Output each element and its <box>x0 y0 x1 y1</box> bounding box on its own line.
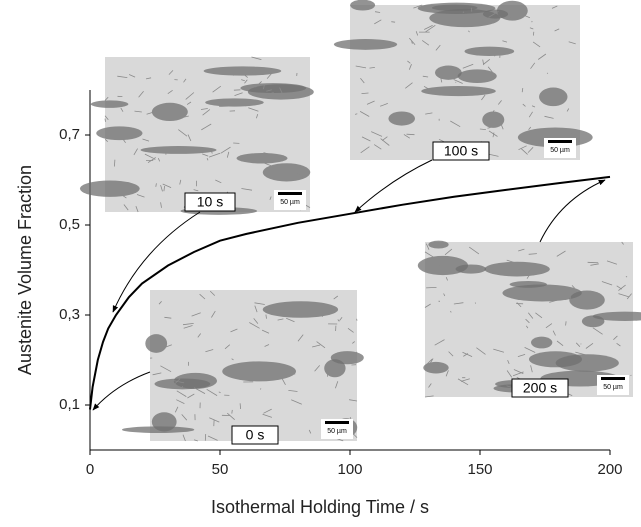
micrograph: 100 s 50 µm <box>333 0 593 161</box>
dark-phase <box>222 361 296 382</box>
dark-phase <box>421 85 496 97</box>
dark-phase <box>262 163 311 182</box>
dark-phase <box>592 311 641 321</box>
y-tick-label: 0,3 <box>59 306 80 323</box>
dark-phase <box>435 65 462 80</box>
dark-phase <box>90 100 129 108</box>
scale-bar-label: 50 µm <box>327 428 347 435</box>
arrow <box>539 179 606 243</box>
y-tick-label: 0,1 <box>59 396 80 413</box>
dark-phase <box>484 261 550 277</box>
dark-phase <box>455 264 487 274</box>
dark-phase <box>417 2 496 14</box>
grain-boundaries <box>354 4 578 157</box>
dark-phase <box>205 98 264 107</box>
dark-phase <box>145 334 168 353</box>
dark-phase <box>324 359 346 378</box>
dark-phase <box>423 361 449 374</box>
inset-label-box <box>432 141 490 161</box>
x-axis-label: Isothermal Holding Time / s <box>211 497 429 517</box>
inset-label: 100 s <box>444 143 478 159</box>
dark-phase <box>140 146 217 154</box>
dark-phase <box>80 180 140 197</box>
y-tick-label: 0,7 <box>59 126 80 143</box>
dark-phase <box>262 301 339 318</box>
dark-phase <box>457 69 497 84</box>
arrow <box>92 371 151 411</box>
inset-label-box <box>511 378 569 398</box>
dark-phase <box>333 39 398 50</box>
dark-phase <box>350 0 376 11</box>
y-tick-label: 0,5 <box>59 216 80 233</box>
dark-phase <box>417 255 469 276</box>
dark-phase <box>151 412 177 432</box>
dark-phase <box>555 354 619 372</box>
dark-phase <box>203 66 282 76</box>
dark-phase <box>502 284 582 302</box>
data-line <box>89 175 611 410</box>
x-tick-label: 200 <box>597 461 622 478</box>
dark-phase <box>388 111 415 126</box>
scale-bar <box>278 192 302 195</box>
scale-bar-label: 50 µm <box>550 147 570 154</box>
y-axis-label: Austenite Volume Fraction <box>15 165 35 375</box>
dark-phase <box>496 0 528 21</box>
scale-bar <box>548 140 572 143</box>
dark-phase <box>96 126 143 141</box>
inset-label: 0 s <box>246 427 265 443</box>
scale-bar <box>601 377 625 380</box>
inset-label: 10 s <box>197 194 223 210</box>
scale-bar-label: 50 µm <box>280 199 300 206</box>
dark-phase <box>330 351 364 365</box>
dark-phase <box>428 240 449 249</box>
dark-phase <box>240 83 307 94</box>
arrow <box>354 159 433 213</box>
dark-phase <box>236 153 288 164</box>
inset-label-box <box>184 192 236 212</box>
scale-bar-label: 50 µm <box>603 384 623 391</box>
arrow <box>112 211 201 313</box>
micrograph: 0 s 50 µm <box>121 290 364 445</box>
x-tick-label: 50 <box>212 461 229 478</box>
x-tick-label: 0 <box>86 461 94 478</box>
dark-phase <box>539 87 568 107</box>
inset-label-box <box>231 425 279 445</box>
dark-phase <box>173 372 218 389</box>
scale-bar <box>325 421 349 424</box>
x-tick-label: 150 <box>467 461 492 478</box>
dark-phase <box>482 111 505 128</box>
inset-label: 200 s <box>523 380 557 396</box>
dark-phase <box>531 336 553 349</box>
micrograph: 10 s 50 µm <box>80 56 314 215</box>
micrograph: 200 s 50 µm <box>417 240 641 398</box>
dark-phase <box>464 46 515 57</box>
x-tick-label: 100 <box>337 461 362 478</box>
dark-phase <box>151 102 188 122</box>
